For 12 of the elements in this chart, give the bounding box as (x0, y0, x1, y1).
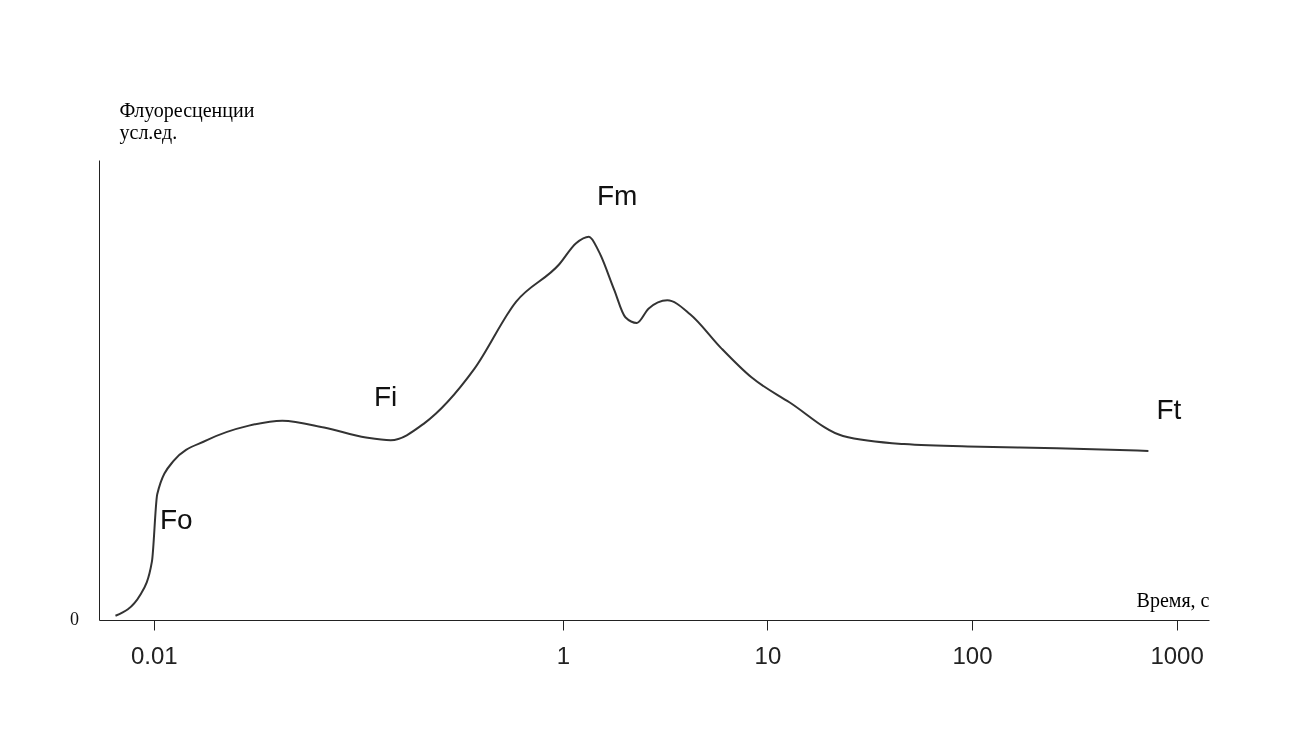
annotation: Fi (373, 380, 398, 412)
text: 0 (70, 609, 79, 629)
annotation: Ft (1156, 393, 1182, 425)
x-axis-title: Время, с (1136, 588, 1210, 612)
annotation: Fm (596, 179, 638, 211)
x-tick-label: 1000 (1150, 641, 1204, 669)
x-tick-label: 100 (952, 641, 993, 669)
x-tick-label: 0.01 (130, 641, 178, 669)
x-tick-label: 1 (556, 641, 571, 669)
x-tick-label: 10 (754, 641, 782, 669)
annotation: Fo (159, 504, 193, 536)
y-axis-title: Флуоресценции усл.ед. (119, 98, 255, 144)
